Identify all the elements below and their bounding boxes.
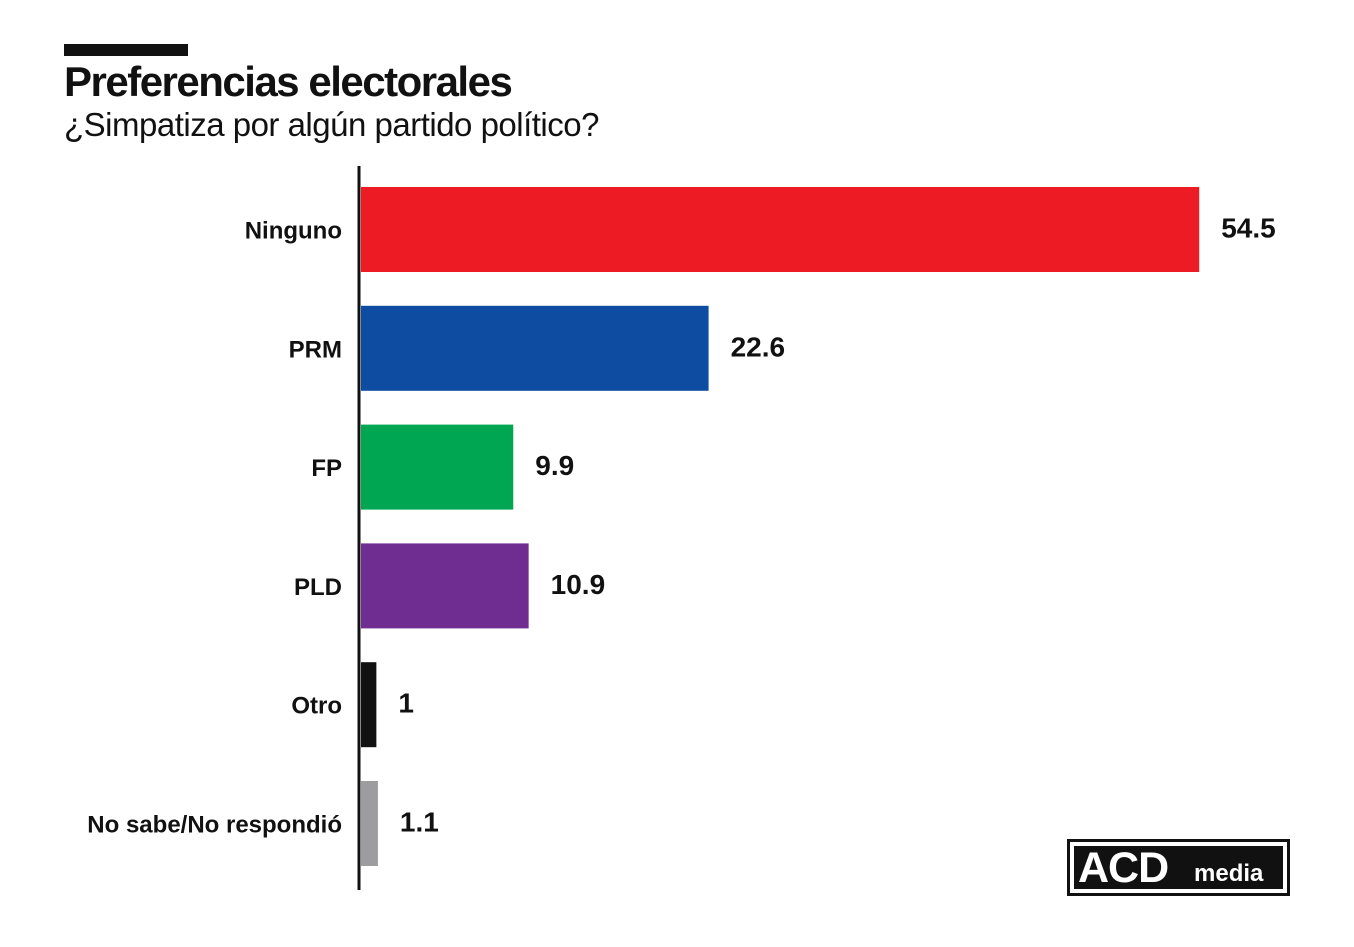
bar-ninguno bbox=[361, 187, 1200, 272]
logo-main-text: ACD bbox=[1078, 844, 1169, 892]
category-label-fp: FP bbox=[311, 455, 342, 482]
value-label-pld: 10.9 bbox=[551, 569, 606, 600]
value-label-prm: 22.6 bbox=[731, 331, 786, 362]
logo-sub-text: media bbox=[1194, 860, 1264, 887]
category-label-pld: PLD bbox=[294, 574, 342, 601]
bar-otro bbox=[361, 662, 377, 748]
value-label-ninguno: 54.5 bbox=[1221, 213, 1276, 244]
category-label-prm: PRM bbox=[289, 336, 342, 363]
bar-no-sabe-no-respondio bbox=[361, 781, 378, 866]
bar-pld bbox=[361, 543, 529, 629]
value-label-otro: 1 bbox=[398, 688, 414, 719]
bar-fp bbox=[361, 424, 514, 510]
bar-prm bbox=[361, 305, 709, 391]
chart-subtitle: ¿Simpatiza por algún partido político? bbox=[64, 106, 599, 143]
category-label-otro: Otro bbox=[291, 693, 342, 720]
category-label-no-sabe-no-respondio: No sabe/No respondió bbox=[87, 812, 342, 839]
title-accent-rule bbox=[64, 44, 188, 56]
bars-group: Ninguno 54.5 PRM 22.6 FP 9.9 PLD 10.9 Otro 1 No sa… bbox=[87, 187, 1276, 866]
chart-title: Preferencias electorales bbox=[64, 58, 513, 105]
category-label-ninguno: Ninguno bbox=[245, 218, 342, 245]
value-label-fp: 9.9 bbox=[535, 450, 574, 481]
acd-media-logo: ACD media bbox=[1067, 839, 1290, 896]
value-label-no-sabe-no-respondio: 1.1 bbox=[400, 807, 439, 838]
